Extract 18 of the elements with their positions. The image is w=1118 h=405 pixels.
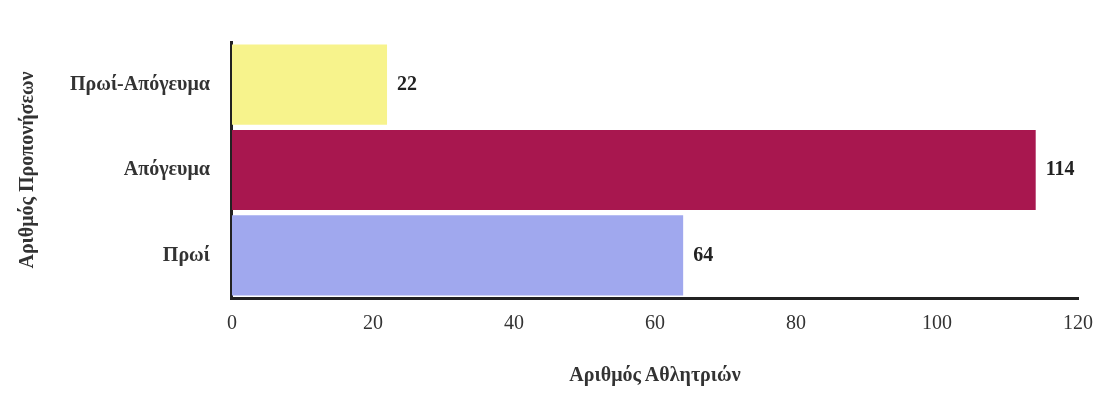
x-tick-label: 40 [503, 311, 524, 334]
bar [231, 44, 388, 125]
y-tick-label: Πρωί-Απόγευμα [70, 71, 210, 95]
y-tick-label: Πρωί [162, 242, 210, 266]
data-label: 64 [693, 242, 714, 265]
x-tick-label: 100 [921, 311, 952, 334]
bar [231, 215, 684, 296]
bar [231, 129, 1036, 211]
x-tick-label: 120 [1063, 311, 1093, 334]
x-axis-title: Αριθμός Αθλητριών [569, 363, 741, 387]
x-tick-label: 80 [785, 311, 806, 334]
data-label: 114 [1045, 157, 1075, 180]
x-tick-label: 60 [644, 311, 665, 334]
data-label: 22 [397, 71, 418, 94]
x-tick-label: 0 [226, 311, 237, 334]
y-tick-label: Απόγευμα [123, 157, 210, 181]
y-axis-title: Αριθμός Προπονήσεων [15, 71, 39, 269]
x-tick-label: 20 [362, 311, 383, 334]
